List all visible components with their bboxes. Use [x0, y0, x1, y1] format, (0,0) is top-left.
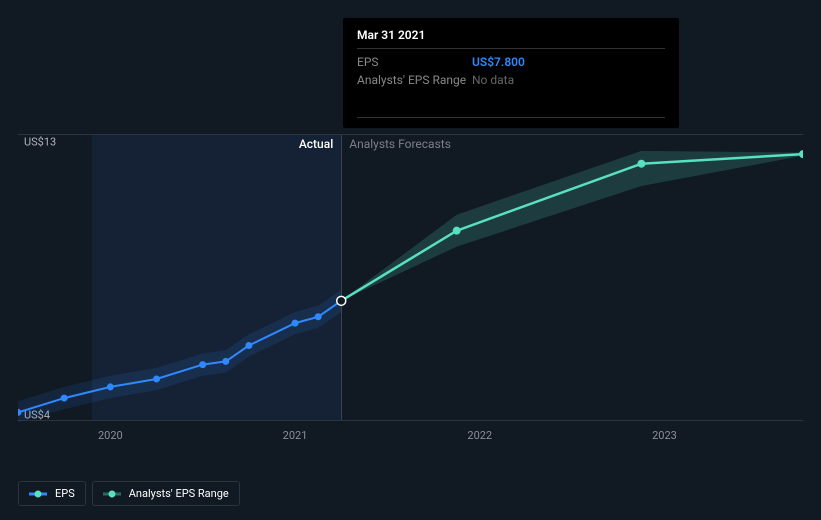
forecast-point[interactable] [799, 150, 803, 158]
x-axis-tick: 2021 [283, 429, 308, 442]
eps-chart: ActualAnalysts ForecastsUS$13US$42020202… [18, 120, 803, 435]
highlight-point[interactable] [337, 296, 346, 305]
legend-item[interactable]: Analysts' EPS Range [92, 481, 240, 506]
x-axis-tick: 2023 [652, 429, 677, 442]
chart-svg [18, 135, 803, 422]
legend-swatch-icon [29, 489, 47, 499]
tooltip-date: Mar 31 2021 [357, 28, 665, 49]
x-axis-tick: 2020 [98, 429, 123, 442]
tooltip-divider [357, 117, 665, 118]
tooltip-row: Analysts' EPS RangeNo data [357, 71, 665, 89]
forecast-point[interactable] [453, 227, 461, 235]
actual-point[interactable] [292, 320, 299, 327]
actual-point[interactable] [222, 358, 229, 365]
plot-area[interactable]: ActualAnalysts ForecastsUS$13US$42020202… [18, 134, 803, 421]
legend-label: Analysts' EPS Range [129, 487, 229, 500]
legend-swatch-icon [103, 489, 121, 499]
actual-point[interactable] [61, 395, 68, 402]
actual-point[interactable] [245, 342, 252, 349]
legend-item[interactable]: EPS [18, 481, 86, 506]
chart-legend: EPS Analysts' EPS Range [18, 481, 240, 506]
actual-point[interactable] [315, 313, 322, 320]
forecast-point[interactable] [637, 160, 645, 168]
chart-tooltip: Mar 31 2021 EPSUS$7.800Analysts' EPS Ran… [343, 18, 679, 128]
actual-point[interactable] [199, 361, 206, 368]
tooltip-row: EPSUS$7.800 [357, 53, 665, 71]
tooltip-row-label: EPS [357, 55, 472, 69]
tooltip-row-value: No data [472, 73, 514, 87]
tooltip-row-label: Analysts' EPS Range [357, 73, 472, 87]
actual-point[interactable] [107, 383, 114, 390]
tooltip-row-value: US$7.800 [472, 55, 525, 69]
legend-label: EPS [55, 487, 75, 500]
actual-point[interactable] [153, 375, 160, 382]
actual-area [18, 290, 341, 422]
forecast-range-area [341, 151, 803, 301]
x-axis-tick: 2022 [467, 429, 492, 442]
